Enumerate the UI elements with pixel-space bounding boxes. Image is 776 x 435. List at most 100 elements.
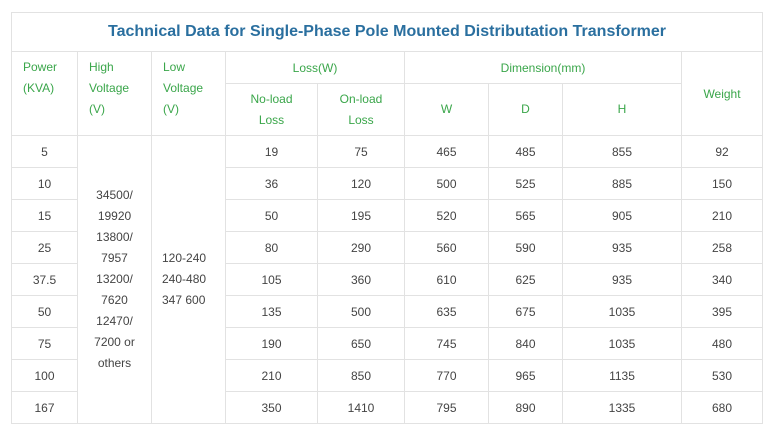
- title-row: Tachnical Data for Single-Phase Pole Mou…: [10, 12, 764, 52]
- cell-d: 590: [488, 231, 563, 264]
- header-on-load-loss: On-load Loss: [317, 83, 405, 136]
- cell-weight: 92: [680, 135, 764, 168]
- cell-weight: 150: [680, 167, 764, 200]
- cell-h: 905: [562, 199, 682, 232]
- table-body: Tachnical Data for Single-Phase Pole Mou…: [10, 12, 764, 424]
- header-power: Power (KVA): [11, 51, 78, 136]
- cell-h: 1035: [562, 327, 682, 360]
- cell-w: 745: [404, 327, 489, 360]
- table-row: 50 135 500 635 675 1035 395: [11, 295, 764, 328]
- cell-w: 635: [404, 295, 489, 328]
- high-voltage-value: 13200/: [96, 272, 133, 286]
- high-voltage-value: 13800/: [96, 230, 133, 244]
- header-power-line: (KVA): [23, 81, 55, 95]
- header-low-voltage: Low Voltage (V): [151, 51, 226, 136]
- cell-power: 75: [11, 327, 78, 360]
- cell-on-load: 120: [317, 167, 405, 200]
- cell-weight: 480: [680, 327, 764, 360]
- cell-no-load: 50: [225, 199, 318, 232]
- cell-d: 965: [488, 359, 563, 392]
- high-voltage-value: 19920: [97, 209, 132, 223]
- cell-w: 560: [404, 231, 489, 264]
- high-voltage-merged-cell: 34500/ 19920 13800/ 7957 13200/ 7620 124…: [77, 135, 152, 424]
- header-no-load-line: Loss: [258, 112, 285, 127]
- cell-weight: 258: [680, 231, 764, 264]
- cell-h: 1135: [562, 359, 682, 392]
- table-row: 37.5 105 360 610 625 935 340: [11, 263, 764, 296]
- header-high-voltage: High Voltage (V): [77, 51, 152, 136]
- cell-h: 935: [562, 263, 682, 296]
- header-weight: Weight: [680, 51, 764, 136]
- high-voltage-value: 34500/: [96, 188, 133, 202]
- cell-on-load: 290: [317, 231, 405, 264]
- transformer-spec-table: Tachnical Data for Single-Phase Pole Mou…: [10, 12, 764, 424]
- cell-on-load: 360: [317, 263, 405, 296]
- header-dimension-group: Dimension(mm): [404, 51, 682, 84]
- cell-w: 500: [404, 167, 489, 200]
- cell-no-load: 36: [225, 167, 318, 200]
- cell-w: 465: [404, 135, 489, 168]
- cell-on-load: 850: [317, 359, 405, 392]
- low-voltage-value: 347 600: [162, 293, 206, 307]
- header-d: D: [488, 83, 563, 136]
- cell-weight: 340: [680, 263, 764, 296]
- cell-h: 1035: [562, 295, 682, 328]
- header-h: H: [562, 83, 682, 136]
- cell-on-load: 75: [317, 135, 405, 168]
- cell-d: 840: [488, 327, 563, 360]
- low-voltage-value: 120-240: [162, 251, 207, 265]
- table-row: 25 80 290 560 590 935 258: [11, 231, 764, 264]
- header-power-line: Power: [23, 60, 58, 74]
- cell-d: 525: [488, 167, 563, 200]
- cell-w: 610: [404, 263, 489, 296]
- cell-on-load: 500: [317, 295, 405, 328]
- low-voltage-merged-cell: 120-240 240-480 347 600: [151, 135, 226, 424]
- cell-h: 1335: [562, 391, 682, 424]
- header-low-voltage-line: (V): [163, 102, 179, 116]
- cell-no-load: 19: [225, 135, 318, 168]
- cell-power: 15: [11, 199, 78, 232]
- cell-power: 37.5: [11, 263, 78, 296]
- cell-d: 565: [488, 199, 563, 232]
- header-row-2: No-load Loss On-load Loss W D H: [12, 83, 763, 136]
- header-high-voltage-line: Voltage: [89, 81, 130, 95]
- header-loss-group: Loss(W): [225, 51, 405, 84]
- cell-w: 520: [404, 199, 489, 232]
- cell-w: 795: [404, 391, 489, 424]
- table-row: 167 350 1410 795 890 1335 680: [11, 391, 764, 424]
- cell-w: 770: [404, 359, 489, 392]
- cell-power: 167: [11, 391, 78, 424]
- cell-d: 890: [488, 391, 563, 424]
- cell-h: 885: [562, 167, 682, 200]
- cell-h: 855: [562, 135, 682, 168]
- cell-no-load: 135: [225, 295, 318, 328]
- header-w: W: [404, 83, 489, 136]
- cell-no-load: 105: [225, 263, 318, 296]
- cell-power: 10: [11, 167, 78, 200]
- high-voltage-value: 12470/: [96, 314, 133, 328]
- cell-power: 5: [11, 135, 78, 168]
- high-voltage-value: 7957: [101, 251, 128, 265]
- header-row-1: Power (KVA) High Voltage (V) Low Voltage…: [11, 51, 764, 136]
- table-row: 5 34500/ 19920 13800/ 7957 13200/ 7620 1…: [11, 135, 764, 424]
- cell-on-load: 650: [317, 327, 405, 360]
- cell-no-load: 80: [225, 231, 318, 264]
- cell-weight: 680: [680, 391, 764, 424]
- cell-h: 935: [562, 231, 682, 264]
- cell-d: 625: [488, 263, 563, 296]
- cell-weight: 395: [680, 295, 764, 328]
- header-low-voltage-line: Voltage: [163, 81, 204, 95]
- cell-on-load: 1410: [317, 391, 405, 424]
- header-on-load-line: Loss: [348, 112, 374, 127]
- cell-power: 100: [11, 359, 78, 392]
- table-row: 15 50 195 520 565 905 210: [11, 199, 764, 232]
- header-on-load-line: On-load: [339, 91, 383, 106]
- table-title: Tachnical Data for Single-Phase Pole Mou…: [10, 12, 764, 52]
- high-voltage-value: others: [97, 356, 132, 370]
- cell-weight: 210: [680, 199, 764, 232]
- cell-weight: 530: [680, 359, 764, 392]
- high-voltage-value: 7620: [101, 293, 128, 307]
- cell-no-load: 350: [225, 391, 318, 424]
- header-high-voltage-line: High: [89, 60, 114, 74]
